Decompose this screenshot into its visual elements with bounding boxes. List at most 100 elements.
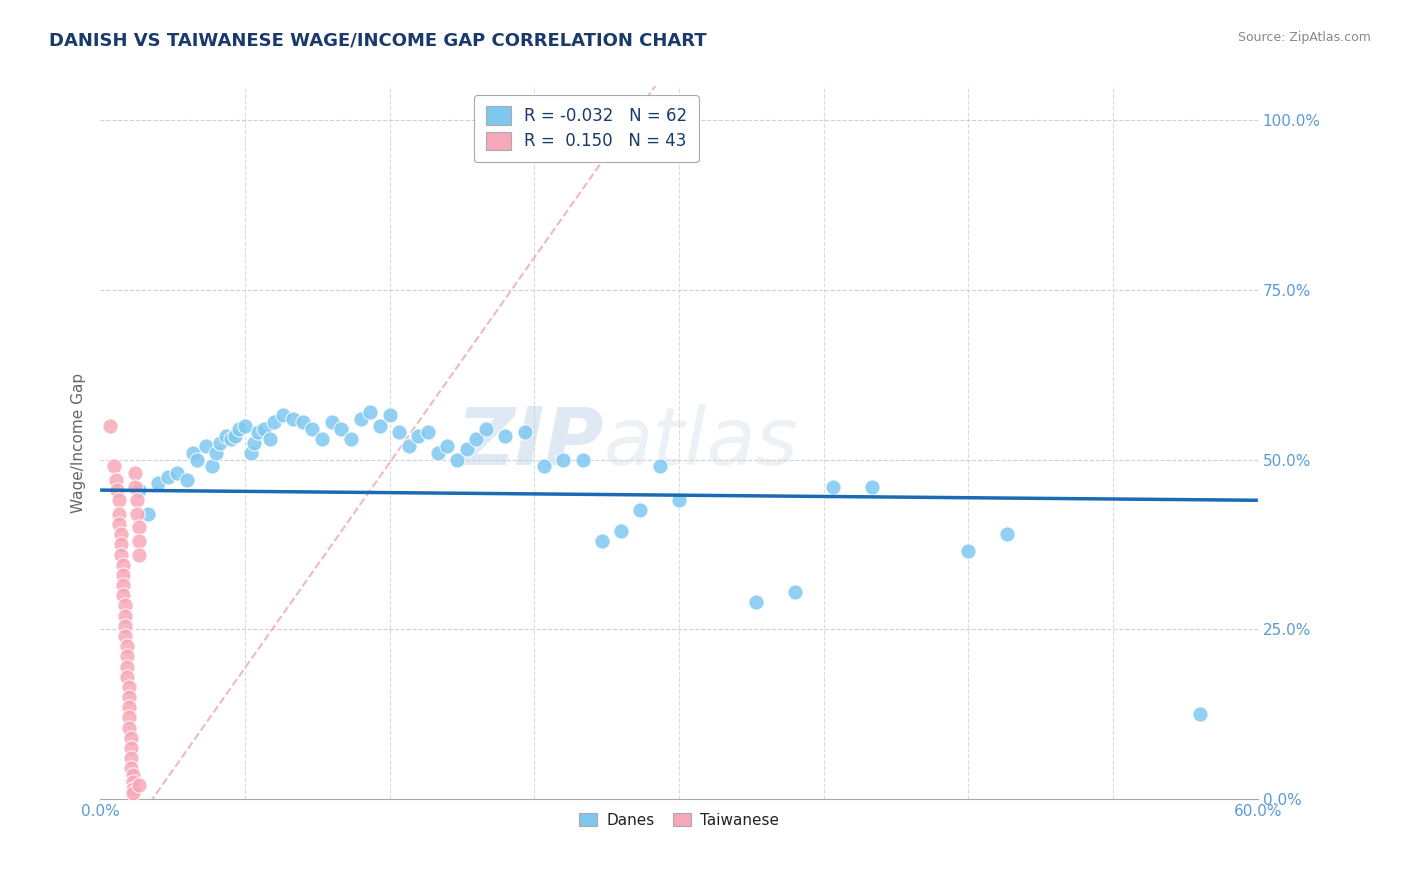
- Point: [118, 710, 141, 724]
- Point: [247, 425, 270, 440]
- Point: [648, 459, 671, 474]
- Point: [228, 422, 250, 436]
- Point: [122, 781, 145, 796]
- Point: [243, 435, 266, 450]
- Point: [553, 452, 575, 467]
- Point: [114, 629, 136, 643]
- Point: [120, 751, 142, 765]
- Point: [860, 480, 883, 494]
- Point: [146, 476, 169, 491]
- Point: [446, 452, 468, 467]
- Point: [201, 459, 224, 474]
- Point: [668, 493, 690, 508]
- Point: [103, 459, 125, 474]
- Point: [418, 425, 440, 440]
- Point: [125, 507, 148, 521]
- Point: [115, 649, 138, 664]
- Point: [112, 568, 135, 582]
- Point: [125, 493, 148, 508]
- Point: [115, 639, 138, 653]
- Point: [340, 432, 363, 446]
- Point: [281, 412, 304, 426]
- Point: [239, 446, 262, 460]
- Point: [214, 429, 236, 443]
- Point: [995, 527, 1018, 541]
- Text: ZIP: ZIP: [457, 403, 603, 482]
- Point: [233, 418, 256, 433]
- Point: [114, 619, 136, 633]
- Point: [783, 585, 806, 599]
- Point: [122, 768, 145, 782]
- Point: [128, 548, 150, 562]
- Point: [108, 493, 131, 508]
- Point: [108, 516, 131, 531]
- Point: [745, 595, 768, 609]
- Text: DANISH VS TAIWANESE WAGE/INCOME GAP CORRELATION CHART: DANISH VS TAIWANESE WAGE/INCOME GAP CORR…: [49, 31, 707, 49]
- Point: [110, 537, 132, 551]
- Point: [610, 524, 633, 538]
- Point: [115, 659, 138, 673]
- Point: [104, 473, 127, 487]
- Point: [176, 473, 198, 487]
- Point: [138, 507, 160, 521]
- Point: [253, 422, 276, 436]
- Point: [118, 680, 141, 694]
- Point: [291, 415, 314, 429]
- Point: [122, 786, 145, 800]
- Point: [112, 578, 135, 592]
- Point: [321, 415, 343, 429]
- Point: [1188, 706, 1211, 721]
- Point: [349, 412, 371, 426]
- Point: [259, 432, 281, 446]
- Point: [156, 469, 179, 483]
- Point: [378, 409, 401, 423]
- Point: [128, 520, 150, 534]
- Point: [957, 544, 980, 558]
- Point: [118, 700, 141, 714]
- Point: [513, 425, 536, 440]
- Point: [398, 439, 420, 453]
- Point: [221, 432, 243, 446]
- Point: [591, 533, 613, 548]
- Text: Source: ZipAtlas.com: Source: ZipAtlas.com: [1237, 31, 1371, 45]
- Point: [107, 483, 129, 497]
- Point: [208, 435, 231, 450]
- Point: [120, 740, 142, 755]
- Point: [110, 548, 132, 562]
- Point: [128, 483, 150, 497]
- Point: [436, 439, 458, 453]
- Point: [124, 466, 146, 480]
- Point: [118, 721, 141, 735]
- Text: atlas: atlas: [603, 403, 799, 482]
- Point: [98, 418, 121, 433]
- Point: [408, 429, 430, 443]
- Point: [456, 442, 478, 457]
- Point: [205, 446, 228, 460]
- Point: [628, 503, 651, 517]
- Point: [122, 775, 145, 789]
- Point: [571, 452, 593, 467]
- Point: [330, 422, 353, 436]
- Point: [166, 466, 188, 480]
- Point: [465, 432, 488, 446]
- Point: [110, 527, 132, 541]
- Point: [195, 439, 218, 453]
- Point: [311, 432, 333, 446]
- Point: [114, 608, 136, 623]
- Point: [128, 778, 150, 792]
- Point: [181, 446, 204, 460]
- Point: [368, 418, 391, 433]
- Legend: Danes, Taiwanese: Danes, Taiwanese: [572, 806, 786, 834]
- Point: [114, 599, 136, 613]
- Point: [186, 452, 208, 467]
- Point: [823, 480, 845, 494]
- Point: [359, 405, 381, 419]
- Point: [494, 429, 516, 443]
- Point: [273, 409, 295, 423]
- Point: [426, 446, 449, 460]
- Point: [475, 422, 498, 436]
- Point: [263, 415, 285, 429]
- Y-axis label: Wage/Income Gap: Wage/Income Gap: [72, 373, 86, 513]
- Point: [120, 761, 142, 775]
- Point: [112, 558, 135, 572]
